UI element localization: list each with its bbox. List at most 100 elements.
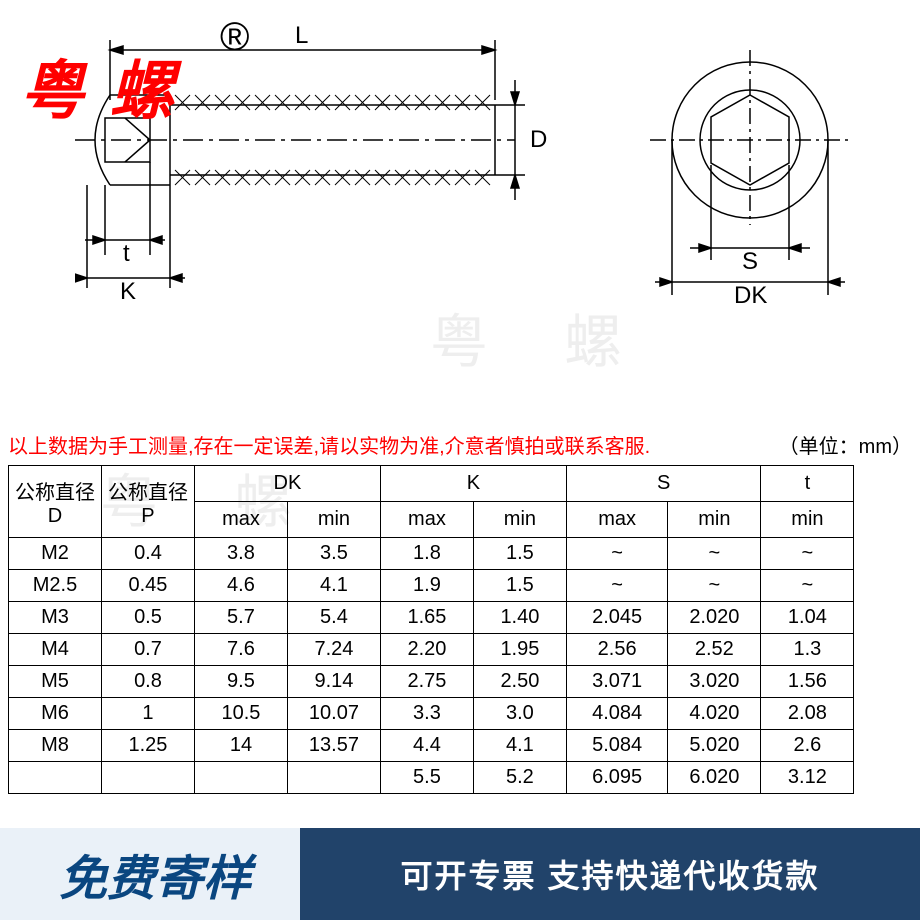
label-S: S (742, 248, 758, 276)
table-row: 5.55.26.0956.0203.12 (9, 762, 854, 794)
table-cell: 2.75 (380, 666, 473, 698)
sub-min: min (287, 502, 380, 538)
table-cell: ~ (566, 538, 667, 570)
table-cell: M2.5 (9, 570, 102, 602)
table-cell: 1 (101, 698, 194, 730)
spec-table: 公称直径 D 公称直径 P DK K S t max min max min m… (8, 465, 854, 794)
table-cell: 1.04 (761, 602, 854, 634)
table-cell: ~ (566, 570, 667, 602)
label-K: K (120, 278, 136, 306)
table-cell: 3.8 (194, 538, 287, 570)
table-cell: 5.2 (473, 762, 566, 794)
table-cell: 2.6 (761, 730, 854, 762)
table-row: M20.43.83.51.81.5~~~ (9, 538, 854, 570)
table-cell: 7.6 (194, 634, 287, 666)
table-cell: 9.14 (287, 666, 380, 698)
table-cell: 4.6 (194, 570, 287, 602)
table-cell: 1.9 (380, 570, 473, 602)
table-cell: 3.12 (761, 762, 854, 794)
unit-text: （单位：mm） (779, 430, 912, 459)
table-cell: 1.65 (380, 602, 473, 634)
table-cell: 2.08 (761, 698, 854, 730)
sub-max: max (194, 502, 287, 538)
registered-icon: ® (220, 15, 249, 60)
table-cell: M4 (9, 634, 102, 666)
table-cell: M2 (9, 538, 102, 570)
table-cell: M6 (9, 698, 102, 730)
table-cell: 1.5 (473, 570, 566, 602)
table-cell: 0.7 (101, 634, 194, 666)
table-cell: 0.8 (101, 666, 194, 698)
table-row: M40.77.67.242.201.952.562.521.3 (9, 634, 854, 666)
table-cell (194, 762, 287, 794)
table-cell: 6.020 (668, 762, 761, 794)
table-cell: 6.095 (566, 762, 667, 794)
table-cell: 3.5 (287, 538, 380, 570)
table-cell: 3.071 (566, 666, 667, 698)
footer-banner: 免费寄样 可开专票 支持快递代收货款 (0, 828, 920, 920)
table-cell: 3.3 (380, 698, 473, 730)
sub-min: min (473, 502, 566, 538)
table-cell: 10.07 (287, 698, 380, 730)
table-row: M6110.510.073.33.04.0844.0202.08 (9, 698, 854, 730)
free-sample-text: 免费寄样 (59, 839, 251, 909)
table-cell (9, 762, 102, 794)
table-cell: 2.020 (668, 602, 761, 634)
table-cell: 1.40 (473, 602, 566, 634)
table-cell: 0.4 (101, 538, 194, 570)
table-cell: 4.084 (566, 698, 667, 730)
table-cell: 13.57 (287, 730, 380, 762)
table-cell: 7.24 (287, 634, 380, 666)
label-L: L (295, 22, 308, 50)
footer-left: 免费寄样 (0, 828, 300, 920)
footer-right: 可开专票 支持快递代收货款 (300, 828, 920, 920)
watermark: 粤 螺 (430, 295, 652, 379)
table-cell: M3 (9, 602, 102, 634)
table-cell: 14 (194, 730, 287, 762)
table-cell: ~ (668, 570, 761, 602)
table-row: M30.55.75.41.651.402.0452.0201.04 (9, 602, 854, 634)
table-cell: 1.95 (473, 634, 566, 666)
col-DK: DK (194, 466, 380, 502)
col-P: 公称直径 P (101, 466, 194, 538)
table-cell: 2.56 (566, 634, 667, 666)
table-cell: M8 (9, 730, 102, 762)
table-cell: 5.084 (566, 730, 667, 762)
table-cell: 3.0 (473, 698, 566, 730)
diagram-area: 粤 螺 ® (0, 0, 920, 380)
col-K: K (380, 466, 566, 502)
table-cell: 5.4 (287, 602, 380, 634)
table-cell: 0.45 (101, 570, 194, 602)
table-cell: 1.25 (101, 730, 194, 762)
table-cell: 5.5 (380, 762, 473, 794)
sub-max: max (380, 502, 473, 538)
invoice-cod-text: 可开专票 支持快递代收货款 (401, 851, 820, 897)
table-cell: ~ (668, 538, 761, 570)
sub-max: max (566, 502, 667, 538)
table-head: 公称直径 D 公称直径 P DK K S t max min max min m… (9, 466, 854, 538)
label-t: t (123, 240, 130, 268)
col-S: S (566, 466, 760, 502)
table-row: M81.251413.574.44.15.0845.0202.6 (9, 730, 854, 762)
table-cell: 4.020 (668, 698, 761, 730)
label-D: D (530, 126, 547, 154)
table-cell: 4.1 (473, 730, 566, 762)
table-cell: 2.52 (668, 634, 761, 666)
table-cell: 4.1 (287, 570, 380, 602)
table-cell: 5.7 (194, 602, 287, 634)
table-cell: 1.56 (761, 666, 854, 698)
table-cell: 1.3 (761, 634, 854, 666)
table-cell: 10.5 (194, 698, 287, 730)
table-body: M20.43.83.51.81.5~~~M2.50.454.64.11.91.5… (9, 538, 854, 794)
table-cell: M5 (9, 666, 102, 698)
table-cell: 3.020 (668, 666, 761, 698)
table-cell: 4.4 (380, 730, 473, 762)
table-cell (287, 762, 380, 794)
table-cell: ~ (761, 538, 854, 570)
table-cell: 9.5 (194, 666, 287, 698)
table-cell: ~ (761, 570, 854, 602)
table-row: M50.89.59.142.752.503.0713.0201.56 (9, 666, 854, 698)
table-cell: 2.045 (566, 602, 667, 634)
col-D: 公称直径 D (9, 466, 102, 538)
brand-logo: 粤 螺 (20, 40, 178, 132)
